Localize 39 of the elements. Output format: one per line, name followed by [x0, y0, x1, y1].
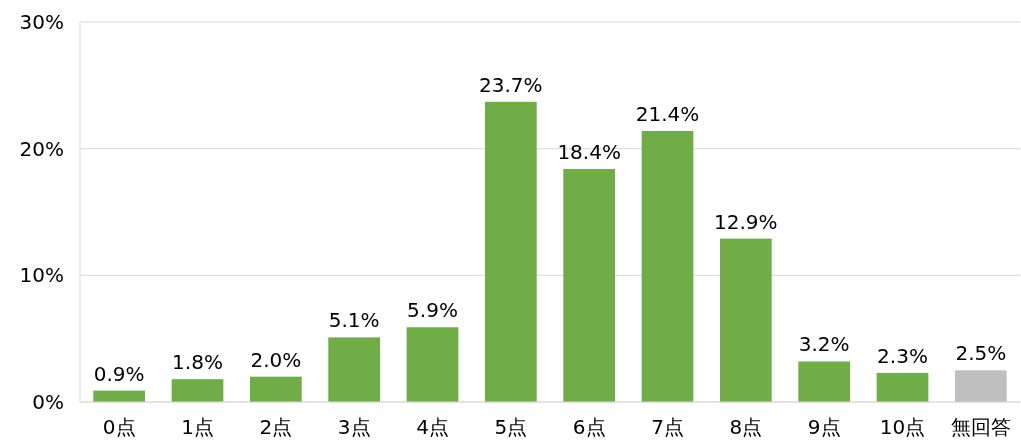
- y-tick-label: 10%: [19, 263, 64, 288]
- bar: [954, 370, 1007, 402]
- bar: [641, 130, 694, 402]
- data-label: 3.2%: [798, 332, 850, 357]
- x-tick-label: 無回答: [950, 415, 1011, 439]
- bar: [719, 238, 772, 402]
- x-tick-label: 1点: [181, 415, 214, 439]
- bar: [484, 101, 537, 402]
- bar: [406, 327, 459, 402]
- x-tick-label: 10点: [879, 415, 926, 439]
- bar: [328, 337, 381, 402]
- data-label: 21.4%: [635, 101, 700, 126]
- y-tick-label: 0%: [32, 390, 64, 414]
- data-label: 2.3%: [877, 343, 928, 368]
- x-tick-label: 4点: [416, 415, 449, 439]
- data-label: 23.7%: [479, 72, 543, 97]
- data-label: 18.4%: [557, 139, 621, 164]
- x-tick-label: 9点: [807, 415, 841, 439]
- bar: [563, 168, 616, 402]
- x-tick-label: 7点: [651, 415, 684, 439]
- bar: [798, 361, 851, 402]
- x-tick-label: 5点: [494, 415, 528, 439]
- data-label: 2.5%: [955, 341, 1007, 366]
- bar: [249, 376, 302, 402]
- y-tick-label: 20%: [19, 136, 64, 161]
- data-label: 12.9%: [714, 209, 778, 234]
- y-tick-label: 30%: [19, 10, 64, 34]
- x-tick-label: 0点: [102, 415, 136, 439]
- data-label: 1.8%: [172, 350, 223, 375]
- bar: [876, 372, 929, 402]
- x-tick-label: 2点: [259, 415, 293, 439]
- x-tick-label: 6点: [572, 415, 606, 439]
- data-label: 0.9%: [93, 361, 145, 386]
- bar: [171, 379, 224, 402]
- x-tick-label: 8点: [729, 415, 763, 439]
- data-label: 5.9%: [407, 298, 458, 323]
- x-tick-label: 3点: [337, 415, 371, 439]
- data-label: 2.0%: [250, 347, 302, 372]
- data-label: 5.1%: [328, 308, 380, 333]
